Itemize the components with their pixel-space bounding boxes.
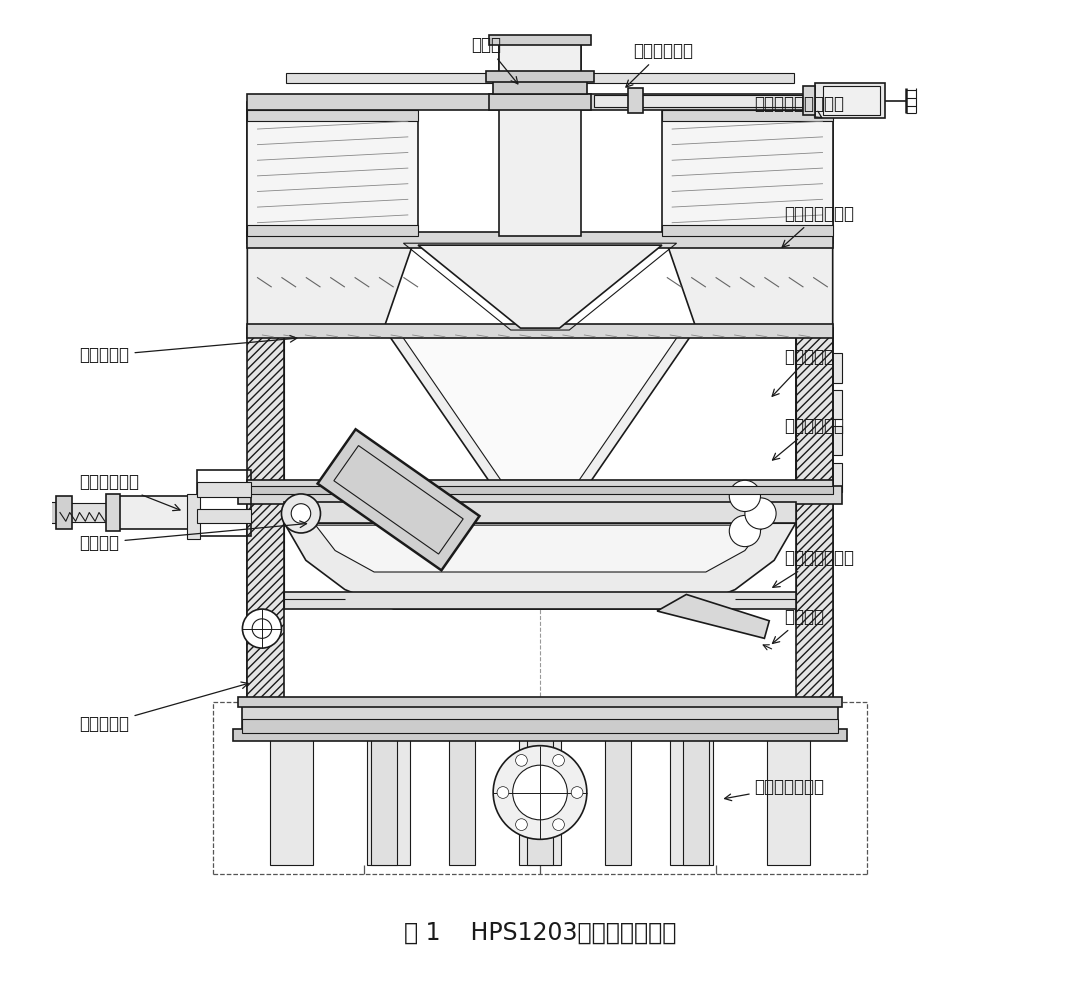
Text: 图 1    HPS1203磨煤机内部结构: 图 1 HPS1203磨煤机内部结构 bbox=[404, 921, 676, 945]
Bar bbox=[56, 496, 71, 529]
Text: 磨辊装置: 磨辊装置 bbox=[80, 521, 307, 552]
Circle shape bbox=[553, 819, 565, 830]
Bar bbox=[684, 738, 708, 865]
Bar bbox=[823, 87, 879, 115]
Bar bbox=[518, 733, 562, 865]
Bar bbox=[247, 494, 284, 704]
Circle shape bbox=[494, 746, 586, 839]
Bar bbox=[662, 109, 833, 121]
Bar bbox=[70, 503, 109, 523]
Circle shape bbox=[729, 516, 760, 547]
Bar bbox=[247, 232, 833, 248]
Circle shape bbox=[292, 504, 311, 523]
Bar bbox=[247, 93, 833, 109]
Polygon shape bbox=[657, 594, 769, 639]
Bar bbox=[247, 480, 833, 494]
Bar bbox=[247, 101, 833, 243]
Bar bbox=[499, 41, 581, 73]
Circle shape bbox=[513, 766, 567, 820]
Bar bbox=[242, 719, 838, 733]
Bar bbox=[232, 729, 848, 741]
Bar bbox=[247, 486, 833, 494]
Bar bbox=[197, 469, 252, 536]
Polygon shape bbox=[418, 245, 662, 328]
Circle shape bbox=[515, 819, 527, 830]
Polygon shape bbox=[318, 429, 480, 571]
Circle shape bbox=[729, 480, 760, 512]
Bar bbox=[804, 87, 815, 115]
Text: 排出阀与多出口装置: 排出阀与多出口装置 bbox=[755, 94, 845, 117]
Text: 侧机体装置: 侧机体装置 bbox=[80, 682, 248, 733]
Bar bbox=[238, 697, 842, 707]
Text: 内锥体装置: 内锥体装置 bbox=[80, 336, 297, 364]
Bar bbox=[489, 93, 591, 109]
Bar bbox=[286, 74, 794, 84]
Bar bbox=[242, 704, 838, 733]
Polygon shape bbox=[315, 525, 765, 572]
Bar bbox=[815, 84, 886, 118]
Bar bbox=[197, 482, 252, 497]
Bar bbox=[796, 390, 842, 419]
Bar bbox=[284, 591, 796, 609]
Bar bbox=[119, 496, 199, 529]
Text: 磨碗和叶轮装置: 磨碗和叶轮装置 bbox=[773, 549, 854, 587]
Text: 刮板装置: 刮板装置 bbox=[772, 608, 824, 644]
Bar bbox=[247, 494, 833, 704]
Bar bbox=[247, 328, 284, 492]
Bar bbox=[627, 89, 644, 113]
Bar bbox=[449, 738, 474, 865]
Text: 分离器体装置: 分离器体装置 bbox=[772, 416, 843, 461]
Polygon shape bbox=[399, 331, 681, 480]
Circle shape bbox=[745, 498, 777, 529]
Bar bbox=[367, 733, 410, 865]
Bar bbox=[527, 738, 553, 865]
Polygon shape bbox=[284, 523, 796, 609]
Bar bbox=[662, 224, 833, 236]
Circle shape bbox=[571, 786, 583, 798]
Text: 落煤管: 落煤管 bbox=[471, 36, 517, 84]
Bar bbox=[796, 328, 833, 492]
Bar bbox=[197, 509, 252, 523]
Bar bbox=[247, 109, 418, 121]
Bar bbox=[494, 81, 586, 93]
Bar bbox=[767, 733, 810, 865]
Bar bbox=[670, 733, 713, 865]
Circle shape bbox=[242, 609, 282, 648]
Bar bbox=[796, 494, 833, 704]
Bar bbox=[796, 462, 842, 492]
Bar bbox=[247, 224, 418, 236]
Polygon shape bbox=[666, 243, 833, 328]
Bar bbox=[796, 328, 833, 492]
Bar bbox=[662, 109, 833, 236]
Bar bbox=[284, 502, 796, 523]
Bar bbox=[50, 502, 60, 523]
Bar bbox=[372, 738, 396, 865]
Circle shape bbox=[282, 494, 321, 533]
Text: 倒锥体装置: 倒锥体装置 bbox=[772, 348, 834, 397]
Circle shape bbox=[515, 755, 527, 767]
Text: 弹簧加载装置: 弹簧加载装置 bbox=[80, 473, 180, 511]
Bar bbox=[187, 494, 201, 539]
Bar bbox=[238, 486, 842, 504]
Text: 出口气封系统: 出口气封系统 bbox=[626, 42, 692, 88]
Text: 分离器顶盖装置: 分离器顶盖装置 bbox=[782, 205, 854, 247]
Polygon shape bbox=[247, 243, 414, 328]
Bar bbox=[594, 94, 833, 106]
Circle shape bbox=[497, 786, 509, 798]
Circle shape bbox=[553, 755, 565, 767]
Bar bbox=[606, 738, 631, 865]
Bar bbox=[486, 71, 594, 83]
Bar bbox=[247, 109, 418, 236]
Bar bbox=[499, 41, 581, 236]
Text: 行星齿轮减速箱: 行星齿轮减速箱 bbox=[725, 777, 825, 801]
Bar bbox=[106, 494, 121, 531]
Polygon shape bbox=[383, 328, 697, 484]
Bar bbox=[247, 324, 833, 338]
Bar bbox=[796, 426, 842, 455]
Bar bbox=[489, 35, 591, 45]
Bar bbox=[796, 353, 842, 383]
Bar bbox=[270, 733, 313, 865]
